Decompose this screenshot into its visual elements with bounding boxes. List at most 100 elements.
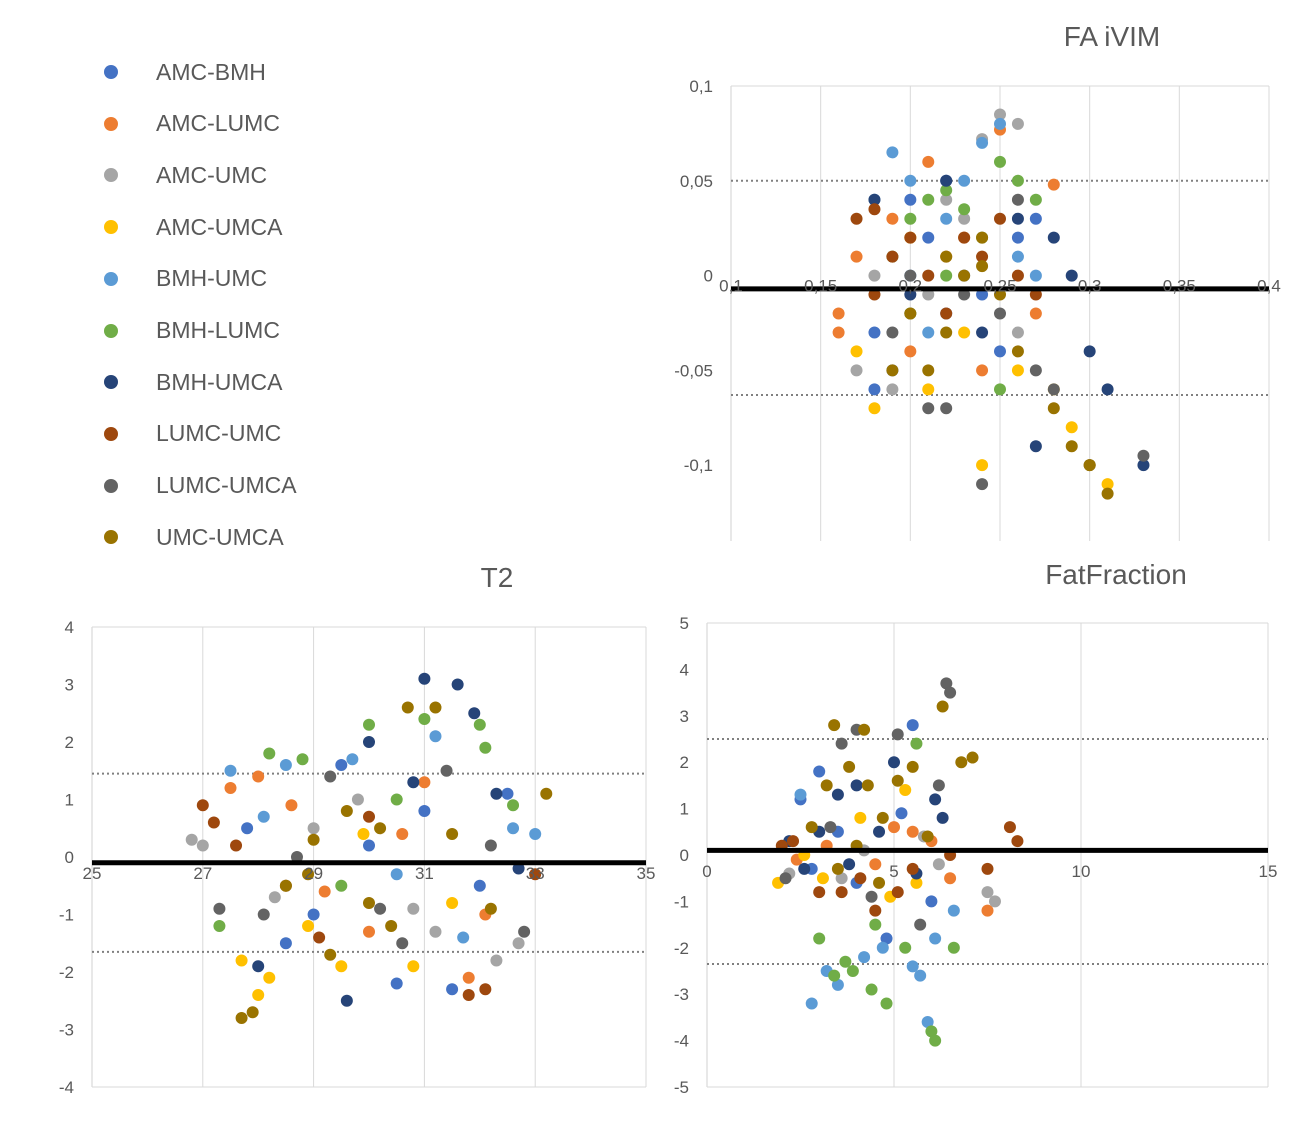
data-point [473,879,486,892]
data-point [994,307,1006,320]
y-tick-label: -1 [674,892,689,911]
data-point [213,920,226,932]
data-point [868,402,881,415]
data-point [1047,402,1060,415]
data-point [302,920,315,932]
data-point [932,858,945,871]
data-point [396,828,409,840]
legend-marker [104,375,118,390]
legend-item: BMH-UMCA [90,362,283,402]
x-tick-label: 25 [83,864,102,883]
data-point [813,886,826,899]
data-point [981,886,994,899]
data-point [1011,345,1024,358]
data-point [257,810,270,823]
data-point [813,765,826,778]
data-point [906,719,919,732]
data-point [835,886,848,899]
data-point [888,821,900,834]
data-point [340,805,353,817]
data-point [958,231,971,244]
data-point [407,776,420,789]
data-point [196,799,209,812]
x-tick-label: 33 [526,864,545,883]
data-point [268,891,281,904]
data-point [958,174,971,187]
data-point [263,747,276,760]
data-point [994,383,1006,396]
y-tick-label: 0 [704,267,713,286]
data-point [994,345,1006,358]
data-point [512,937,525,950]
data-point [981,862,994,875]
data-point [224,782,237,794]
data-point [940,193,953,206]
y-tick-label: -2 [674,939,689,958]
data-point [922,402,935,415]
data-point [335,960,348,973]
data-point [904,174,917,187]
y-tick-label: -4 [674,1032,689,1051]
data-point [390,793,403,806]
legend-item: AMC-UMCA [90,207,283,247]
data-point [966,751,979,764]
data-point [922,155,935,168]
data-point [832,326,845,339]
chart-title: FA iVIM [1064,21,1160,52]
data-point [279,759,292,771]
data-point [484,902,497,915]
data-point [1047,383,1060,396]
data-point [958,269,971,282]
data-point [899,784,912,797]
y-tick-label: 1 [680,800,689,819]
data-point [1101,478,1114,491]
x-tick-label: 10 [1072,862,1091,881]
data-point [324,948,337,961]
data-point [940,269,953,282]
data-point [940,402,953,415]
data-point [1029,288,1042,301]
legend-item: UMC-UMCA [90,517,284,557]
data-point [490,787,503,800]
data-point [490,954,503,967]
data-point [407,902,420,915]
data-point [252,989,265,1001]
legend-label: BMH-UMC [156,265,268,292]
x-tick-label: 29 [304,864,323,883]
data-point [832,307,845,320]
data-point [846,965,859,977]
data-point [904,288,917,301]
data-point [868,203,881,216]
legend-marker [104,116,118,131]
data-point [994,155,1006,168]
data-point [246,1006,259,1019]
data-point [279,937,292,950]
data-point [235,1012,248,1024]
y-tick-label: 3 [680,707,689,726]
data-point [904,193,917,206]
data-point [1011,326,1024,339]
x-tick-label: 0,1 [719,277,743,296]
data-point [468,707,481,720]
legend-label: BMH-UMCA [156,368,283,395]
x-tick-label: 31 [415,864,434,883]
data-point [976,364,989,377]
data-point [290,851,303,863]
data-point [501,787,514,800]
data-point [854,811,867,824]
data-point [976,459,989,472]
legend-item: AMC-UMC [90,155,267,195]
x-tick-label: 0 [702,862,711,881]
data-point [976,250,989,263]
data-point [850,250,863,263]
legend-label: AMC-UMC [156,161,268,188]
data-point [868,383,881,396]
data-point [955,756,968,769]
data-point [1083,345,1096,358]
data-point [958,326,971,339]
legend-item: AMC-BMH [90,52,266,92]
data-point [390,868,403,881]
data-point [313,931,326,944]
x-tick-label: 0,35 [1163,277,1196,296]
data-point [936,700,949,713]
